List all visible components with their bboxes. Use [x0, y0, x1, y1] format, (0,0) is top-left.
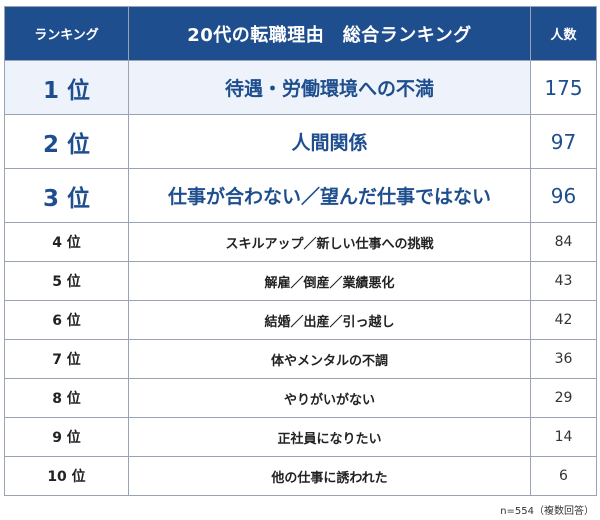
reason-cell: 人間関係: [128, 114, 531, 169]
count-cell: 6: [530, 456, 597, 496]
rank-cell: 1 位: [4, 60, 129, 115]
rank-cell: 3 位: [4, 168, 129, 223]
ranking-table: ランキング 20代の転職理由 総合ランキング 人数 1 位 待遇・労働環境への不…: [4, 6, 597, 496]
rank-cell: 7 位: [4, 339, 129, 379]
table-row: 9 位 正社員になりたい 14: [4, 417, 597, 457]
count-cell: 36: [530, 339, 597, 379]
table-header-row: ランキング 20代の転職理由 総合ランキング 人数: [4, 6, 597, 61]
table-row: 10 位 他の仕事に誘われた 6: [4, 456, 597, 496]
reason-cell: 正社員になりたい: [128, 417, 531, 457]
table-row: 4 位 スキルアップ／新しい仕事への挑戦 84: [4, 222, 597, 262]
rank-cell: 5 位: [4, 261, 129, 301]
count-cell: 14: [530, 417, 597, 457]
count-cell: 29: [530, 378, 597, 418]
table-title: 20代の転職理由 総合ランキング: [128, 6, 531, 61]
reason-cell: 仕事が合わない／望んだ仕事ではない: [128, 168, 531, 223]
rank-cell: 6 位: [4, 300, 129, 340]
rank-column-header: ランキング: [4, 6, 129, 61]
count-cell: 97: [530, 114, 597, 169]
count-cell: 42: [530, 300, 597, 340]
rank-cell: 4 位: [4, 222, 129, 262]
rank-cell: 10 位: [4, 456, 129, 496]
count-cell: 43: [530, 261, 597, 301]
reason-cell: 待遇・労働環境への不満: [128, 60, 531, 115]
sample-size-note: n=554（複数回答）: [500, 506, 594, 517]
table-row: 1 位 待遇・労働環境への不満 175: [4, 60, 597, 115]
count-cell: 175: [530, 60, 597, 115]
reason-cell: 他の仕事に誘われた: [128, 456, 531, 496]
count-cell: 84: [530, 222, 597, 262]
rank-cell: 9 位: [4, 417, 129, 457]
rank-cell: 2 位: [4, 114, 129, 169]
reason-cell: 解雇／倒産／業績悪化: [128, 261, 531, 301]
rank-cell: 8 位: [4, 378, 129, 418]
table-row: 2 位 人間関係 97: [4, 114, 597, 169]
reason-cell: スキルアップ／新しい仕事への挑戦: [128, 222, 531, 262]
table-row: 3 位 仕事が合わない／望んだ仕事ではない 96: [4, 168, 597, 223]
reason-cell: やりがいがない: [128, 378, 531, 418]
table-row: 6 位 結婚／出産／引っ越し 42: [4, 300, 597, 340]
table-row: 7 位 体やメンタルの不調 36: [4, 339, 597, 379]
count-column-header: 人数: [530, 6, 597, 61]
reason-cell: 体やメンタルの不調: [128, 339, 531, 379]
table-row: 5 位 解雇／倒産／業績悪化 43: [4, 261, 597, 301]
count-cell: 96: [530, 168, 597, 223]
table-row: 8 位 やりがいがない 29: [4, 378, 597, 418]
reason-cell: 結婚／出産／引っ越し: [128, 300, 531, 340]
